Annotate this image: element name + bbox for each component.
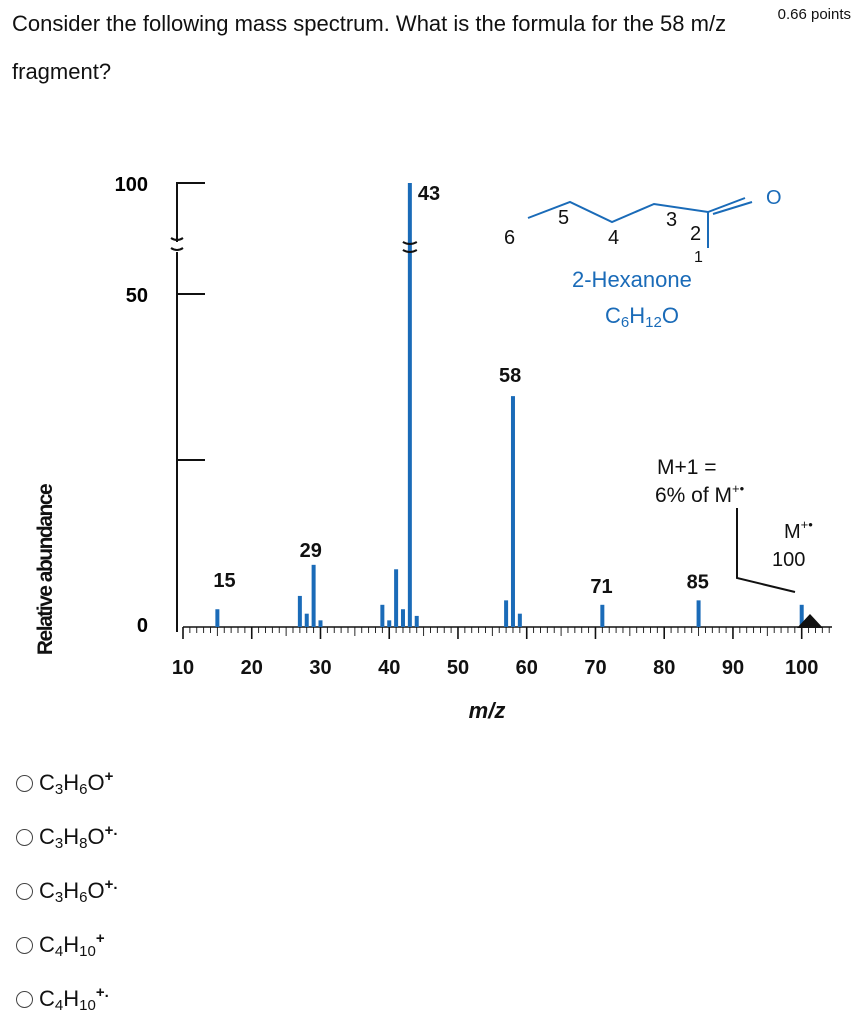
- bar-mz-100: [799, 604, 804, 627]
- bar-mz-15: [215, 609, 220, 627]
- m-plus-one-line2: 6% of M+•: [655, 481, 745, 507]
- bar-mz-59: [517, 613, 522, 627]
- radio-button[interactable]: [16, 828, 33, 846]
- x-tick-label-30: 30: [309, 657, 331, 679]
- carbon-number-1: 1: [694, 249, 703, 266]
- x-tick-label-60: 60: [516, 657, 538, 679]
- bar-mz-30: [318, 620, 323, 627]
- bar-mz-27: [297, 595, 302, 627]
- y-axis-break: [170, 237, 184, 251]
- mol-ion-value: 100: [772, 549, 805, 571]
- peak-label-29: 29: [300, 540, 322, 562]
- mol-ion-label: M+•: [784, 517, 813, 543]
- answer-option-4[interactable]: C4H10+: [16, 918, 118, 972]
- x-axis-label: m/z: [469, 698, 506, 723]
- x-tick-label-70: 70: [584, 657, 606, 679]
- x-tick-label-40: 40: [378, 657, 400, 679]
- bar-mz-28: [304, 613, 309, 627]
- bar-mz-85: [696, 600, 701, 627]
- mol-ion-marker: [797, 614, 823, 628]
- m-plus-one-line1: M+1 =: [657, 456, 717, 479]
- points-label: 0.66 points: [777, 6, 851, 23]
- x-tick-label-20: 20: [241, 657, 263, 679]
- y-axis: 100 50 0: [115, 174, 205, 637]
- bar-mz-71: [600, 604, 605, 627]
- peak-label-43: 43: [418, 183, 440, 205]
- y-axis-label: Relative abundance: [34, 484, 57, 655]
- carbon-number-5: 5: [558, 207, 569, 229]
- molecule-name: 2-Hexanone: [572, 267, 692, 292]
- option-formula: C3H8O+.: [39, 822, 118, 852]
- x-axis: 10 20 30 40 50 60 70 80 90 100: [172, 626, 832, 679]
- radio-button[interactable]: [16, 990, 33, 1008]
- y-tick-0: 0: [137, 615, 148, 637]
- bar-mz-40: [387, 620, 392, 627]
- option-formula: C4H10+.: [39, 984, 109, 1014]
- mass-spectrum-chart: Relative abundance m/z 100 50 0 10 20 30 40…: [34, 174, 832, 723]
- bar-mz-57: [504, 600, 509, 627]
- answer-options: C3H6O+ C3H8O+. C3H6O+. C4H10+ C4H10+.: [16, 756, 118, 1026]
- question-text: Consider the following mass spectrum. Wh…: [12, 11, 727, 84]
- peak-label-15: 15: [213, 570, 235, 592]
- radio-button[interactable]: [16, 882, 33, 900]
- bar-mz-58: [510, 396, 515, 627]
- m-plus-one-annotation: M+1 = 6% of M+• M+• 100: [655, 456, 823, 628]
- bar-mz-42: [400, 609, 405, 627]
- x-tick-label-50: 50: [447, 657, 469, 679]
- x-tick-label-90: 90: [722, 657, 744, 679]
- bar-break-43: [402, 241, 418, 253]
- peak-label-85: 85: [687, 571, 709, 593]
- carbon-number-3: 3: [666, 209, 677, 231]
- option-formula: C3H6O+.: [39, 876, 118, 906]
- answer-option-2[interactable]: C3H8O+.: [16, 810, 118, 864]
- carbon-number-4: 4: [608, 227, 619, 249]
- y-tick-50: 50: [126, 285, 148, 307]
- y-tick-100: 100: [115, 174, 148, 196]
- x-tick-label-10: 10: [172, 657, 194, 679]
- answer-option-3[interactable]: C3H6O+.: [16, 864, 118, 918]
- answer-option-5[interactable]: C4H10+.: [16, 972, 118, 1026]
- bar-mz-29: [311, 564, 316, 627]
- peak-label-58: 58: [499, 365, 521, 387]
- option-formula: C3H6O+: [39, 768, 114, 798]
- x-tick-label-100: 100: [785, 657, 818, 679]
- bar-mz-39: [380, 604, 385, 627]
- oxygen-label: O: [766, 187, 782, 209]
- bar-mz-41: [394, 569, 399, 627]
- answer-option-1[interactable]: C3H6O+: [16, 756, 118, 810]
- bar-mz-43: [407, 183, 412, 627]
- radio-button[interactable]: [16, 774, 33, 792]
- option-formula: C4H10+: [39, 930, 105, 960]
- carbon-number-2: 2: [690, 223, 701, 245]
- bar-mz-44: [414, 615, 419, 627]
- radio-button[interactable]: [16, 936, 33, 954]
- peak-label-71: 71: [590, 576, 612, 598]
- molecule-formula: C6H12O: [605, 303, 679, 331]
- hexanone-structure: O 6 5 4 3 2 1 2-Hexanone C6H12O: [504, 187, 782, 331]
- x-tick-label-80: 80: [653, 657, 675, 679]
- carbon-number-6: 6: [504, 227, 515, 249]
